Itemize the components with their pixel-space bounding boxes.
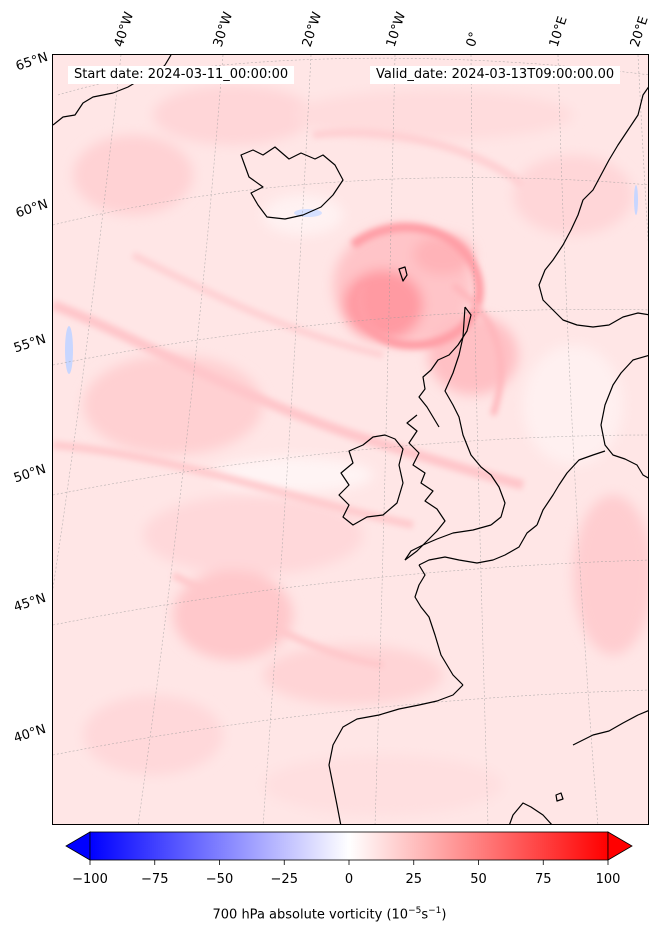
colorbar-units-exp2: −1 bbox=[428, 906, 442, 916]
colorbar-body bbox=[89, 831, 609, 861]
negative-vorticity-patch bbox=[634, 185, 638, 215]
lon-label-10w: 10°W bbox=[383, 10, 410, 49]
lon-label-30w: 30°W bbox=[210, 10, 237, 49]
lat-label-60n: 60°N bbox=[14, 196, 50, 222]
colorbar-tick-label: −100 bbox=[72, 872, 108, 887]
britain-east-coast bbox=[444, 306, 506, 526]
iberia-coast bbox=[328, 684, 464, 824]
colorbar-label: 700 hPa absolute vorticity (10−5s−1) bbox=[212, 906, 447, 923]
colorbar-tick-label: 50 bbox=[470, 872, 487, 887]
ireland-coast bbox=[338, 434, 404, 526]
negative-vorticity-patch bbox=[65, 326, 73, 374]
lat-label-40n: 40°N bbox=[12, 721, 48, 747]
lon-label-10e: 10°E bbox=[546, 14, 571, 50]
lat-label-45n: 45°N bbox=[12, 590, 48, 616]
norway-coast bbox=[538, 86, 648, 328]
valid-date-label: Valid_date: 2024-03-13T09:00:00.00 bbox=[370, 66, 621, 84]
iberia-south-coast bbox=[509, 802, 552, 824]
lon-label-40w: 40°W bbox=[111, 10, 138, 49]
lat-label-65n: 65°N bbox=[14, 49, 50, 75]
colorbar-units-base: 10 bbox=[391, 907, 409, 923]
colorbar-tick-label: −25 bbox=[270, 872, 298, 887]
britain-south-coast bbox=[404, 524, 492, 561]
lon-label-20e: 20°E bbox=[627, 14, 652, 50]
map-canvas bbox=[53, 55, 648, 824]
colorbar-tick-label: −50 bbox=[205, 872, 234, 887]
colorbar-tick-label: 100 bbox=[595, 872, 621, 887]
map-panel bbox=[52, 54, 649, 825]
vorticity-bands bbox=[53, 128, 526, 669]
colorbar-units-exp1: −5 bbox=[408, 906, 422, 916]
shetland-coast bbox=[398, 266, 408, 282]
brittany-coast bbox=[414, 564, 464, 686]
france-coast bbox=[418, 524, 538, 566]
colorbar-tick-label: 75 bbox=[534, 872, 552, 887]
lon-label-20w: 20°W bbox=[299, 10, 326, 49]
denmark-coast bbox=[600, 354, 648, 479]
colorbar-extend-low bbox=[65, 831, 91, 861]
colorbar-tick-label: 0 bbox=[344, 872, 354, 887]
colorbar-ticks bbox=[89, 860, 609, 865]
mediterranean-coast bbox=[572, 710, 648, 746]
start-date-label: Start date: 2024-03-11_00:00:00 bbox=[68, 66, 295, 84]
lat-label-55n: 55°N bbox=[12, 331, 48, 357]
colorbar-tick-label: 25 bbox=[405, 872, 423, 887]
netherlands-coast bbox=[536, 450, 606, 526]
coastlines bbox=[53, 55, 648, 824]
colorbar-extend-high bbox=[607, 831, 633, 861]
britain-west-coast bbox=[404, 414, 446, 561]
lat-label-50n: 50°N bbox=[12, 461, 48, 487]
iceland-coast bbox=[240, 146, 344, 220]
lon-label-0: 0° bbox=[463, 30, 483, 49]
small-island bbox=[555, 792, 564, 802]
colorbar-variable: 700 hPa absolute vorticity bbox=[212, 907, 383, 923]
colorbar-tick-label: −75 bbox=[141, 872, 169, 887]
colorbar-units-s: s bbox=[421, 907, 429, 923]
scotland-coast bbox=[418, 306, 472, 428]
